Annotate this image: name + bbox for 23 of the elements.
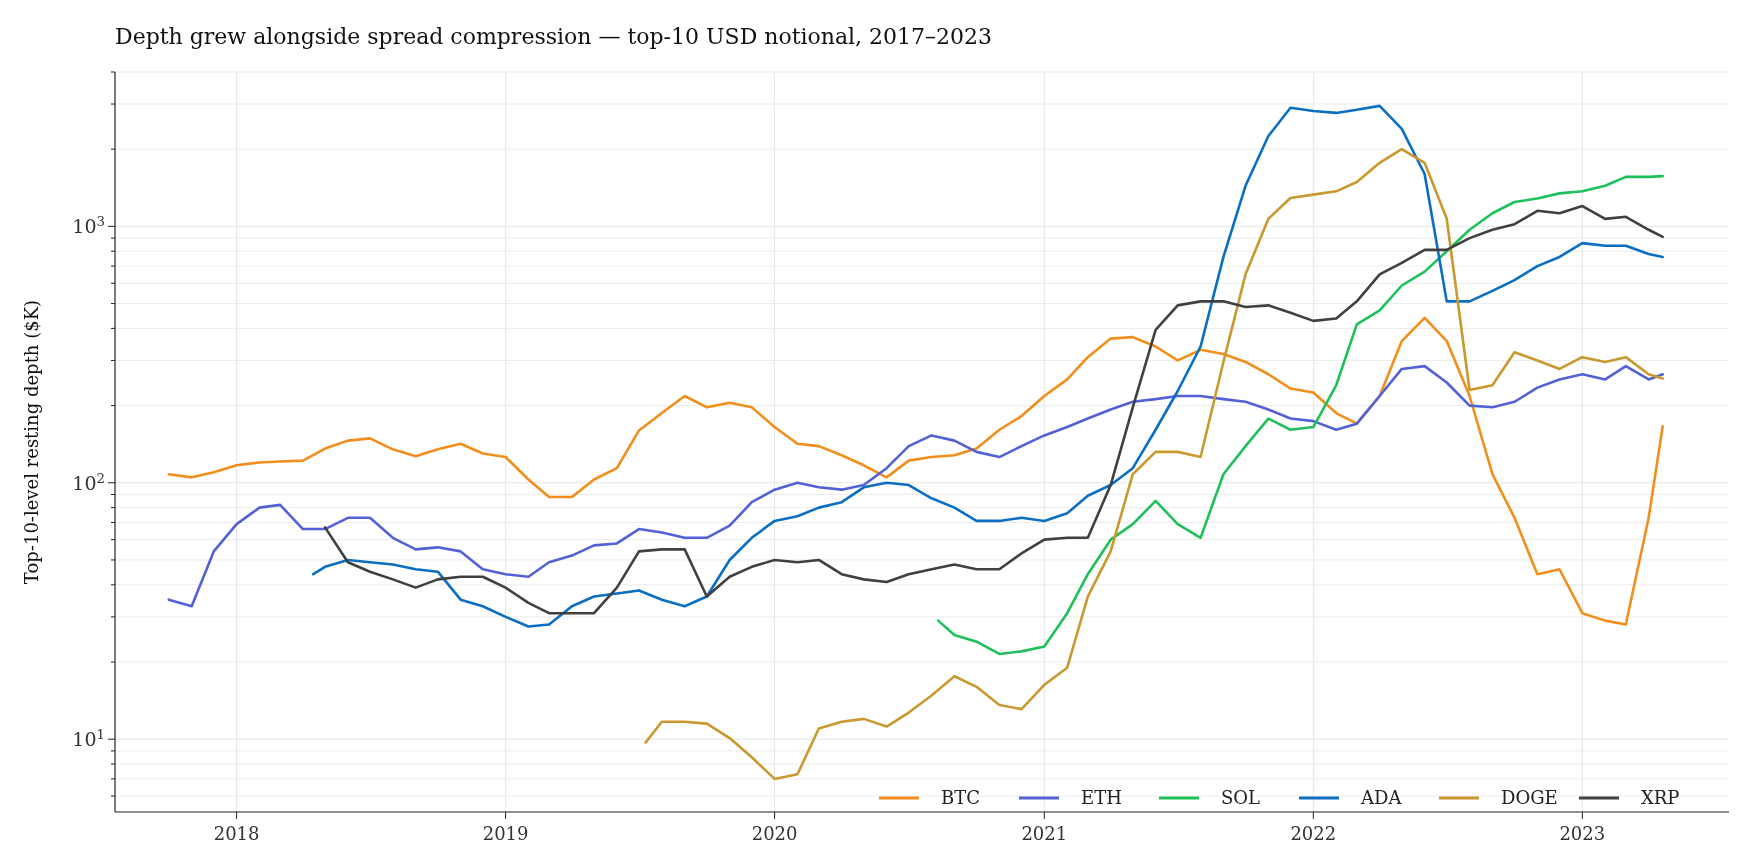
legend-label: DOGE <box>1501 787 1558 808</box>
line-series <box>167 316 1664 626</box>
x-tick-label: 2020 <box>751 823 798 844</box>
legend-label: XRP <box>1641 787 1680 808</box>
legend-label: SOL <box>1221 787 1261 808</box>
line-series <box>936 174 1664 656</box>
line-series <box>311 104 1664 628</box>
chart-title: Depth grew alongside spread compression — top-10 USD notional, 2017–2023 <box>115 24 993 49</box>
legend-label: ADA <box>1360 787 1403 808</box>
x-tick-label: 2021 <box>1021 823 1068 844</box>
legend-label: BTC <box>941 787 981 808</box>
legend-label: ETH <box>1081 787 1122 808</box>
y-tick-label: 10$^{3}$ <box>72 213 105 238</box>
line-series <box>644 147 1664 781</box>
y-tick-label: 10$^{2}$ <box>72 470 105 494</box>
y-tick-label: 10$^{1}$ <box>72 726 105 751</box>
line-series <box>323 204 1664 615</box>
x-tick-label: 2022 <box>1290 823 1337 844</box>
x-tick-label: 2019 <box>482 823 529 844</box>
line-series <box>167 364 1664 608</box>
x-tick-label: 2018 <box>213 823 260 844</box>
x-tick-label: 2023 <box>1559 823 1606 844</box>
y-axis-title: Top-10-level resting depth ($K) <box>21 299 42 585</box>
